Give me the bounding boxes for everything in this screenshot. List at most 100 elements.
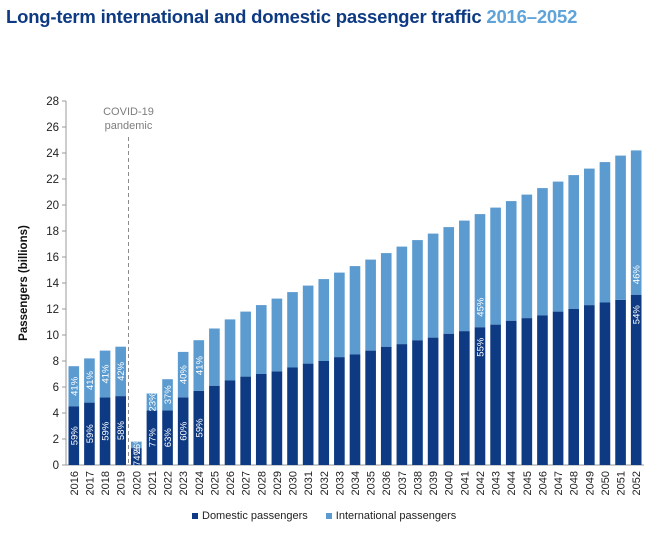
legend-item-domestic: Domestic passengers <box>192 510 308 522</box>
x-tick-label: 2018 <box>100 471 112 495</box>
x-tick-label: 2051 <box>616 471 628 495</box>
bar-domestic-2037 <box>396 344 408 465</box>
bar-domestic-2024 <box>193 390 205 465</box>
bar-international-2032 <box>318 279 330 361</box>
data-label-domestic-2024: 59% <box>194 418 205 438</box>
data-label-domestic-2052: 54% <box>632 305 643 325</box>
bar-domestic-2031 <box>302 363 314 465</box>
bar-international-2035 <box>365 259 376 351</box>
bar-domestic-2021 <box>146 410 158 465</box>
bar-international-2050 <box>599 162 611 303</box>
x-tick-label: 2033 <box>334 471 346 495</box>
bar-domestic-2038 <box>412 340 423 465</box>
bar-domestic-2018 <box>99 397 111 465</box>
bar-international-2037 <box>396 246 408 345</box>
bar-domestic-2017 <box>84 402 95 465</box>
bar-international-2033 <box>334 272 345 358</box>
y-axis-label: Passengers (billions) <box>18 225 30 341</box>
bar-international-2048 <box>568 175 580 309</box>
covid-annotation-line2: pandemic <box>105 120 153 132</box>
x-tick-label: 2035 <box>366 471 378 495</box>
bar-international-2049 <box>584 168 595 306</box>
bar-domestic-2052 <box>630 294 642 465</box>
bar-international-2031 <box>302 285 314 364</box>
x-tick-label: 2038 <box>412 471 424 495</box>
x-tick-label: 2043 <box>491 471 503 495</box>
x-tick-label: 2021 <box>147 471 159 495</box>
data-label-domestic-2017: 59% <box>85 424 96 444</box>
x-tick-label: 2017 <box>84 471 96 495</box>
bar-international-2023 <box>177 351 189 398</box>
x-tick-label: 2027 <box>241 471 253 495</box>
data-label-international-2019: 42% <box>116 361 127 381</box>
bar-international-2045 <box>521 194 533 319</box>
data-label-international-2020: 26% <box>132 435 143 455</box>
legend-swatch-domestic <box>192 513 198 519</box>
bar-domestic-2045 <box>521 318 533 465</box>
y-tick-label: 10 <box>46 330 59 342</box>
bar-domestic-2046 <box>537 315 548 465</box>
bar-domestic-2022 <box>162 410 173 465</box>
data-label-domestic-2018: 59% <box>101 421 112 441</box>
x-tick-label: 2047 <box>553 471 565 495</box>
x-tick-label: 2042 <box>475 471 487 495</box>
y-tick-label: 20 <box>46 200 59 212</box>
x-tick-label: 2025 <box>209 471 221 495</box>
bar-domestic-2035 <box>365 350 376 465</box>
x-tick-label: 2044 <box>506 471 518 495</box>
bar-domestic-2044 <box>505 320 517 465</box>
bar-domestic-2041 <box>459 331 470 465</box>
bar-domestic-2019 <box>115 396 126 465</box>
covid-annotation-line1: COVID-19 <box>103 106 154 118</box>
data-label-international-2016: 41% <box>69 376 80 396</box>
bar-domestic-2049 <box>584 305 595 465</box>
bar-international-2039 <box>427 233 439 338</box>
bar-international-2042 <box>474 214 486 328</box>
data-label-international-2017: 41% <box>85 370 96 390</box>
x-tick-label: 2020 <box>131 471 143 495</box>
bar-domestic-2028 <box>255 374 267 465</box>
x-tick-label: 2050 <box>600 471 612 495</box>
data-label-domestic-2042: 55% <box>475 337 486 357</box>
x-tick-label: 2022 <box>163 471 175 495</box>
bar-domestic-2034 <box>349 354 361 465</box>
y-tick-label: 28 <box>46 96 59 108</box>
x-tick-label: 2049 <box>584 471 596 495</box>
bar-international-2047 <box>552 181 564 312</box>
chart-title-years: 2016–2052 <box>486 6 578 27</box>
bar-international-2027 <box>240 311 251 377</box>
bar-international-2046 <box>537 188 548 316</box>
data-label-international-2052: 46% <box>632 265 643 285</box>
x-tick-label: 2037 <box>397 471 409 495</box>
bar-international-2026 <box>224 319 236 381</box>
y-tick-label: 16 <box>46 252 59 264</box>
x-tick-label: 2032 <box>319 471 331 495</box>
data-label-international-2042: 45% <box>475 297 486 317</box>
bar-international-2017 <box>84 358 95 403</box>
bar-domestic-2042 <box>474 327 486 465</box>
bar-domestic-2026 <box>224 380 236 465</box>
data-label-international-2024: 41% <box>194 355 205 375</box>
y-tick-label: 0 <box>53 460 59 472</box>
bar-international-2021 <box>146 393 158 411</box>
x-tick-label: 2031 <box>303 471 315 495</box>
bar-international-2052 <box>630 150 642 295</box>
x-tick-label: 2040 <box>444 471 456 495</box>
data-label-domestic-2016: 59% <box>69 426 80 446</box>
legend-label-domestic: Domestic passengers <box>202 510 308 522</box>
x-tick-label: 2023 <box>178 471 190 495</box>
x-tick-label: 2016 <box>69 471 81 495</box>
y-tick-label: 6 <box>53 382 59 394</box>
data-label-domestic-2023: 60% <box>179 421 190 441</box>
bar-international-2036 <box>380 253 392 347</box>
bar-international-2024 <box>193 340 205 391</box>
data-label-domestic-2019: 58% <box>116 420 127 440</box>
bar-domestic-2047 <box>552 311 564 465</box>
legend-item-international: International passengers <box>325 510 457 522</box>
legend-label-international: International passengers <box>335 510 457 522</box>
y-tick-label: 24 <box>46 148 59 160</box>
bar-domestic-2023 <box>177 397 189 465</box>
bar-international-2044 <box>505 201 517 321</box>
bar-international-2041 <box>459 220 470 332</box>
bar-international-2040 <box>443 227 455 334</box>
